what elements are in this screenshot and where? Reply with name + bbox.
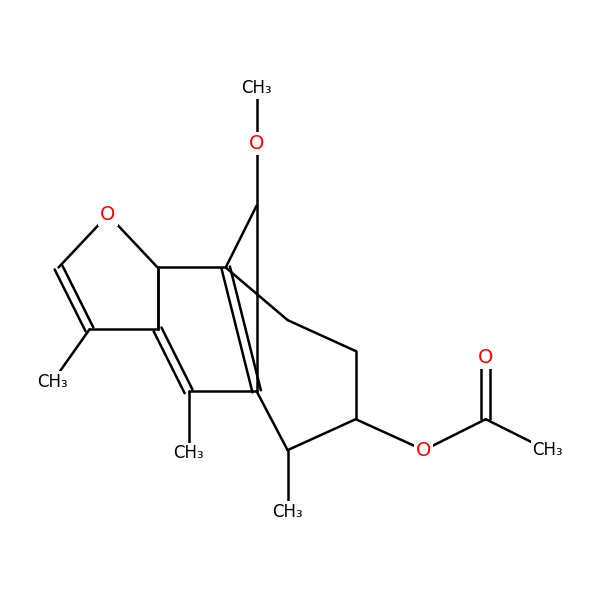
Text: O: O: [100, 205, 116, 224]
Text: CH₃: CH₃: [173, 444, 204, 462]
Text: O: O: [478, 348, 493, 367]
Text: CH₃: CH₃: [241, 79, 272, 97]
Text: O: O: [249, 134, 265, 153]
Text: CH₃: CH₃: [532, 441, 563, 459]
Text: CH₃: CH₃: [37, 373, 68, 391]
Text: CH₃: CH₃: [272, 503, 303, 521]
Text: O: O: [416, 440, 431, 460]
